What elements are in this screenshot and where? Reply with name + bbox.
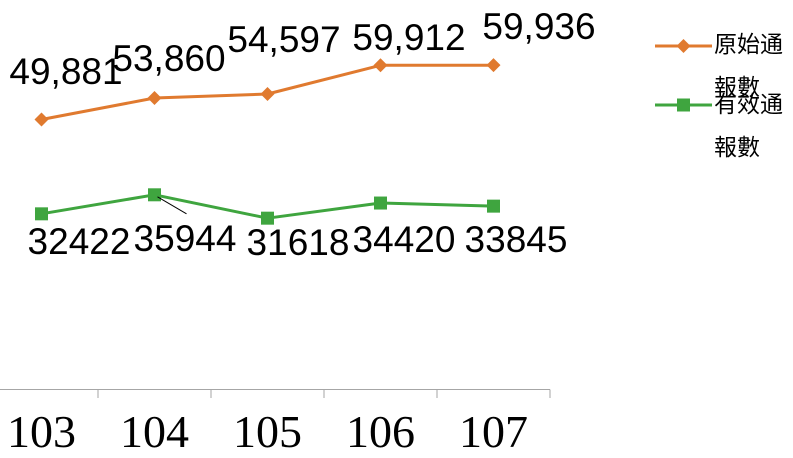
x-axis: 103 104 105 106 107 — [0, 389, 551, 457]
original-reports-data-label-106: 59,912 — [352, 17, 465, 58]
legend-item-original-reports: 原始通報數 — [652, 24, 792, 110]
valid-reports-point-107 — [487, 199, 500, 213]
valid-reports-point-104 — [148, 188, 161, 202]
valid-reports-data-label-105: 31618 — [247, 222, 350, 263]
valid-reports-data-label-107: 33845 — [465, 219, 568, 260]
x-tick-label-103: 103 — [7, 406, 76, 457]
legend-swatch-valid-reports — [655, 98, 712, 112]
valid-reports-data-label-104: 35944 — [134, 218, 237, 259]
legend-label-original-reports: 原始通報數 — [714, 32, 783, 101]
legend-item-valid-reports: 有效通報數 — [652, 84, 792, 170]
x-tick-label-105: 105 — [233, 406, 302, 457]
original-reports-data-label-107: 59,936 — [482, 6, 595, 47]
original-reports-point-106 — [373, 58, 388, 73]
valid-reports-point-105 — [261, 211, 274, 225]
legend-label-valid-reports: 有效通報數 — [714, 91, 783, 161]
original-reports-point-107 — [486, 58, 501, 73]
valid-reports-point-103 — [35, 207, 48, 221]
x-tick-label-107: 107 — [459, 406, 528, 457]
original-reports-point-105 — [260, 87, 275, 102]
legend-square-marker — [677, 98, 690, 112]
valid-reports-data-label-103: 32422 — [28, 221, 131, 262]
original-reports-data-label-103: 49,881 — [9, 51, 122, 92]
valid-reports-data-label-106: 34420 — [353, 219, 456, 260]
valid-reports-point-106 — [374, 196, 387, 210]
x-tick-label-104: 104 — [120, 406, 189, 457]
series-valid-reports: 32422 35944 31618 34420 33845 — [28, 188, 568, 263]
legend-swatch-original-reports — [655, 38, 712, 53]
valid-reports-data-label-leader-line — [157, 196, 187, 215]
original-reports-point-103 — [34, 112, 49, 127]
original-reports-data-label-105: 54,597 — [227, 19, 340, 60]
original-reports-data-label-104: 53,860 — [112, 38, 225, 79]
x-tick-label-106: 106 — [346, 406, 415, 457]
original-reports-point-104 — [147, 91, 162, 106]
legend-diamond-marker — [676, 38, 691, 53]
